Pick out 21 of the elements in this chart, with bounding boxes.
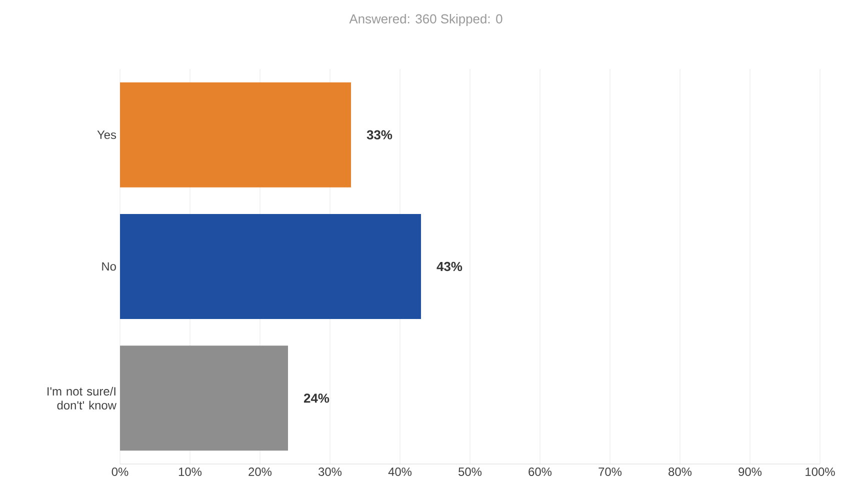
- y-tick-label: No: [102, 262, 116, 271]
- data-label: 24%: [304, 394, 330, 403]
- x-tick-label: 80%: [668, 468, 692, 476]
- x-tick-label: 70%: [598, 468, 622, 476]
- bar: [120, 214, 422, 320]
- y-tick-label: Yes: [97, 130, 116, 139]
- bar: [120, 82, 352, 188]
- x-tick-label: 100%: [806, 468, 835, 476]
- x-tick-label: 90%: [738, 468, 762, 476]
- x-tick-label: 60%: [528, 468, 552, 476]
- y-tick-label: I'm not sure/I don't' know: [48, 386, 116, 410]
- x-tick-label: 10%: [178, 468, 202, 476]
- x-tick-label: 0%: [112, 468, 128, 476]
- x-tick-label: 30%: [318, 468, 342, 476]
- x-tick-label: 50%: [458, 468, 482, 476]
- bar: [120, 346, 288, 451]
- data-label: 43%: [436, 262, 462, 272]
- chart-title: Answered: 360 Skipped: 0: [349, 14, 502, 26]
- data-label: 33%: [366, 130, 392, 140]
- x-tick-label: 40%: [388, 468, 412, 476]
- x-tick-label: 20%: [248, 468, 272, 476]
